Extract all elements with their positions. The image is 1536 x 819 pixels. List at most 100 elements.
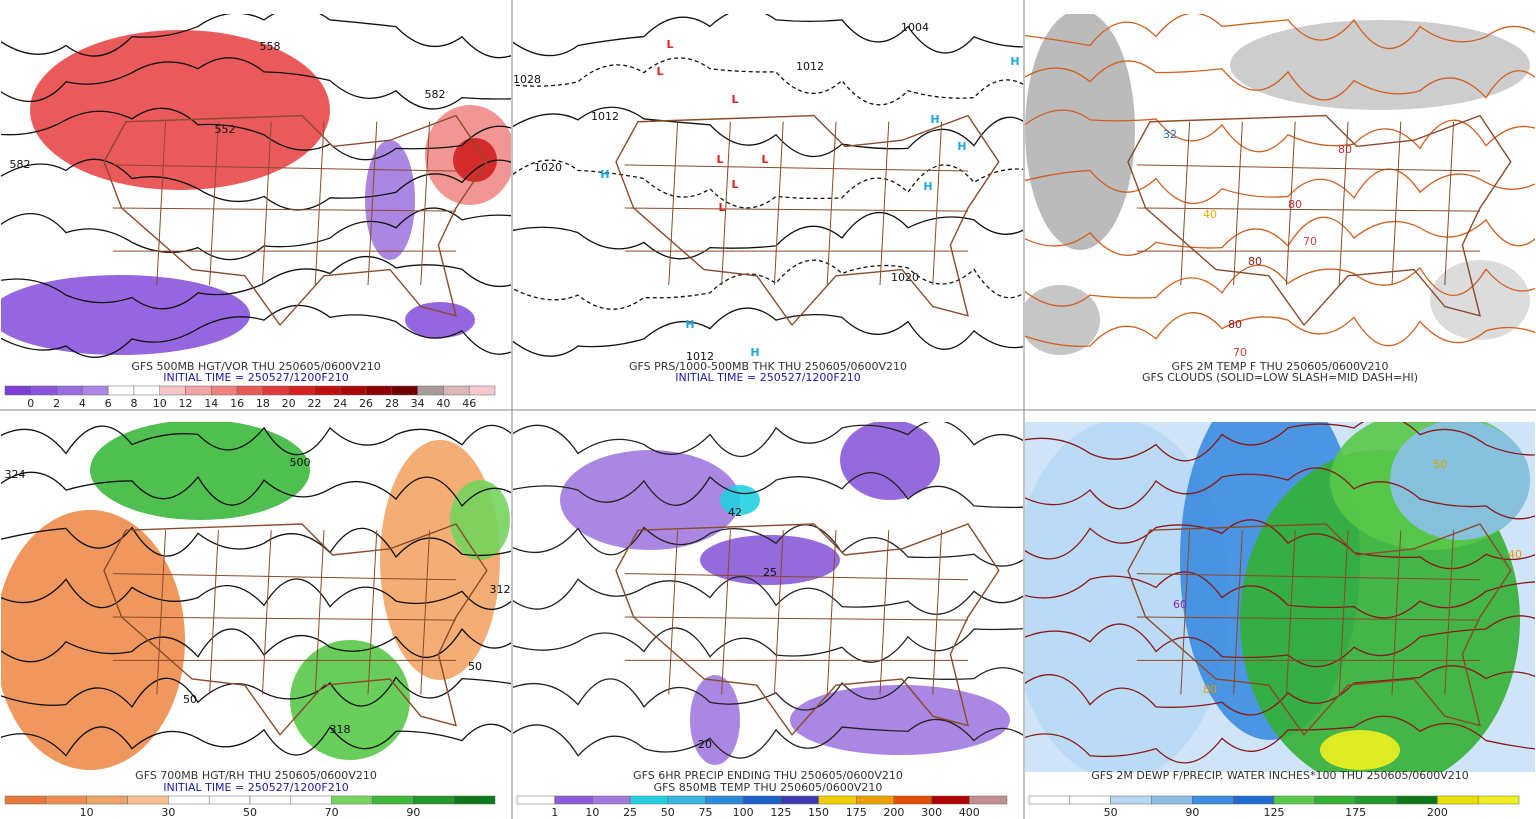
contour xyxy=(513,159,1023,209)
colorbar-label: 18 xyxy=(256,397,270,410)
map-panel: 582 558 582 552 GFS 500MB HGT/VOR THU 250605… xyxy=(1,14,511,410)
contour xyxy=(1,57,511,110)
map-label: L xyxy=(656,65,663,78)
colorbar-swatch xyxy=(468,385,496,396)
state-border xyxy=(1391,530,1402,695)
colorbar-swatch xyxy=(262,385,289,396)
contour xyxy=(513,57,1023,106)
map-label: H xyxy=(930,113,939,126)
map-label: 50 xyxy=(468,660,482,673)
contour xyxy=(1,207,511,261)
colorbar-label: 90 xyxy=(406,806,420,819)
colorbar-label: 200 xyxy=(1427,806,1448,819)
field-shade xyxy=(90,422,310,520)
colorbar-swatch xyxy=(1355,795,1397,805)
colorbar-swatch xyxy=(855,795,895,805)
map-label: L xyxy=(731,93,738,106)
contour xyxy=(1025,519,1535,570)
state-border xyxy=(773,530,784,695)
colorbar-swatch xyxy=(133,385,160,396)
colorbar-label: 1 xyxy=(551,806,558,819)
colorbar-label: 300 xyxy=(921,806,942,819)
colorbar-swatch xyxy=(931,795,970,805)
map-label: 1028 xyxy=(513,73,541,86)
state-border xyxy=(1136,207,1481,212)
map-label: 80 xyxy=(1338,143,1352,156)
colorbar-label: 175 xyxy=(846,806,867,819)
colorbar-label: 200 xyxy=(883,806,904,819)
colorbar-swatch xyxy=(288,385,315,396)
colorbar-label: 70 xyxy=(325,806,339,819)
contour xyxy=(1,471,511,507)
state-border xyxy=(668,121,679,286)
colorbar-swatch xyxy=(667,795,706,805)
map-label: 1020 xyxy=(891,271,919,284)
contour xyxy=(1025,14,1535,50)
state-border xyxy=(826,121,837,286)
map-label: 70 xyxy=(1233,346,1247,359)
state-border xyxy=(1180,530,1191,695)
map-label: 552 xyxy=(215,123,236,136)
state-border xyxy=(314,530,325,695)
map-label: H xyxy=(600,168,609,181)
map-layer xyxy=(1,14,511,358)
map-label: H xyxy=(685,318,694,331)
contour xyxy=(513,575,1023,615)
state-border xyxy=(1285,530,1296,695)
colorbar-label: 10 xyxy=(585,806,599,819)
contour xyxy=(1,526,511,559)
state-border xyxy=(624,164,969,172)
contour xyxy=(1025,615,1535,668)
contour xyxy=(1025,715,1535,764)
contour xyxy=(513,667,1023,711)
colorbar-swatch xyxy=(331,795,373,805)
map-label: 42 xyxy=(728,506,742,519)
contour xyxy=(1025,168,1535,205)
contour xyxy=(513,627,1023,663)
map-label: 1020 xyxy=(534,161,562,174)
colorbar-label: 125 xyxy=(1264,806,1285,819)
colorbar-swatch xyxy=(1232,795,1275,805)
us-outline xyxy=(615,114,1000,327)
contour xyxy=(1,304,511,358)
colorbar-label: 25 xyxy=(623,806,637,819)
state-border xyxy=(1444,121,1455,286)
colorbar-label: 175 xyxy=(1345,806,1366,819)
state-border xyxy=(624,616,969,621)
map-label: L xyxy=(716,153,723,166)
contour xyxy=(513,259,1023,310)
map-label: 70 xyxy=(1303,235,1317,248)
colorbar-label: 50 xyxy=(661,806,675,819)
colorbar-swatch xyxy=(290,795,332,805)
map-label: 1012 xyxy=(796,60,824,73)
contour xyxy=(1,255,511,310)
map-panel: 500 50 50 318 324 312 GFS 700MB HGT/RH THU 250… xyxy=(1,422,511,819)
contour xyxy=(1025,60,1535,101)
state-border xyxy=(624,573,969,581)
colorbar-swatch xyxy=(82,385,109,396)
map-label: 500 xyxy=(290,456,311,469)
map-label: H xyxy=(923,180,932,193)
colorbar-swatch xyxy=(391,385,418,396)
field-shade xyxy=(1390,422,1530,540)
colorbar-label: 14 xyxy=(204,397,218,410)
state-border xyxy=(624,207,969,212)
us-outline xyxy=(103,114,488,327)
colorbar-label: 28 xyxy=(385,397,399,410)
colorbar-swatch xyxy=(1437,795,1479,805)
state-border xyxy=(209,530,219,695)
map-label: 40 xyxy=(1508,548,1522,561)
colorbar-swatch xyxy=(1151,795,1193,805)
field-shade xyxy=(30,30,330,190)
contour xyxy=(1,107,511,161)
colorbar-label: 24 xyxy=(333,397,347,410)
state-border xyxy=(1180,121,1191,286)
state-border xyxy=(420,530,431,695)
state-border xyxy=(826,530,837,695)
map-panel: 60 80 50 40 GFS 2M DEWP F/PRECIP. WATER INCH… xyxy=(1025,422,1535,819)
colorbar-swatch xyxy=(185,385,212,396)
colorbar-label: 0 xyxy=(27,397,34,410)
contour xyxy=(513,14,1023,57)
